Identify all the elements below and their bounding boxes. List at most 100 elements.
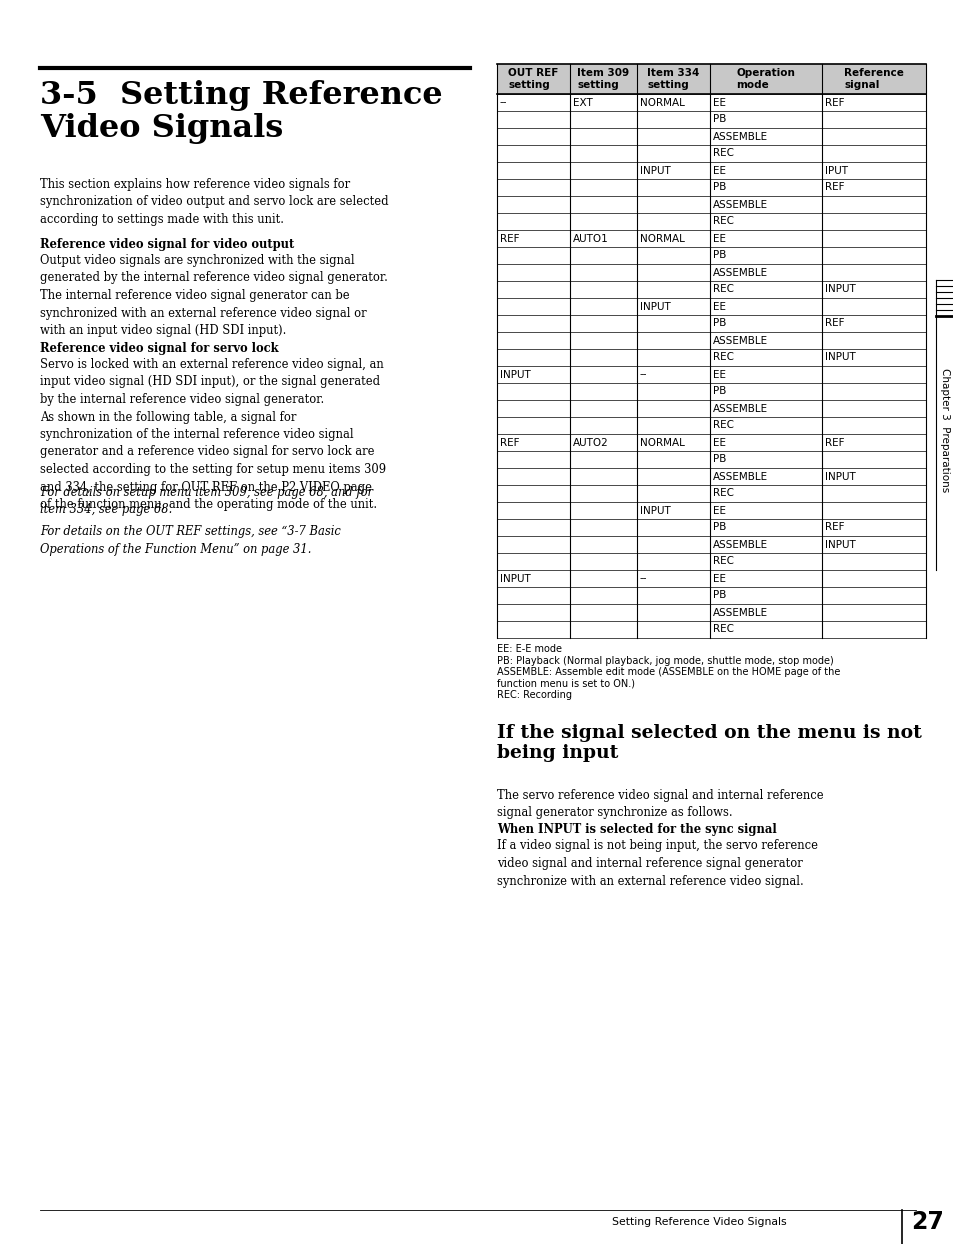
Bar [497,434,925,452]
Bar [497,95,925,111]
Bar [497,536,925,554]
Text: INPUT: INPUT [639,165,670,175]
Text: IPUT: IPUT [824,165,847,175]
Text: EXT: EXT [573,97,592,107]
Text: INPUT: INPUT [824,540,855,550]
Bar [497,383,925,401]
Text: EE: EE [712,369,725,379]
Text: ASSEMBLE: ASSEMBLE [712,267,767,277]
Text: INPUT: INPUT [639,301,670,311]
Bar [497,315,925,332]
Bar [497,230,925,248]
Text: 27: 27 [911,1210,943,1234]
Bar [497,299,925,315]
Text: ASSEMBLE: ASSEMBLE [712,336,767,346]
Bar [497,621,925,638]
Text: NORMAL: NORMAL [639,438,684,448]
Text: PB: PB [712,114,725,124]
Text: NORMAL: NORMAL [639,234,684,244]
Text: REC: Recording: REC: Recording [497,690,572,700]
Bar [497,162,925,179]
Text: EE: E-E mode: EE: E-E mode [497,644,561,654]
Text: Reference video signal for video output: Reference video signal for video output [40,238,294,251]
Text: REC: REC [712,352,733,362]
Bar [497,519,925,536]
Text: ASSEMBLE: ASSEMBLE [712,199,767,209]
Text: Reference
signal: Reference signal [843,68,903,90]
Text: INPUT: INPUT [824,471,855,481]
Text: --: -- [639,573,647,583]
Text: ASSEMBLE: ASSEMBLE [712,607,767,617]
Text: PB: PB [712,183,725,193]
Bar [497,452,925,468]
Text: PB: PB [712,591,725,601]
Text: Item 334
setting: Item 334 setting [647,68,699,90]
Text: NORMAL: NORMAL [639,97,684,107]
Text: function menu is set to ON.): function menu is set to ON.) [497,678,635,688]
Bar [497,366,925,383]
Text: INPUT: INPUT [824,285,855,295]
Text: REC: REC [712,420,733,430]
Bar [497,111,925,128]
Text: ASSEMBLE: ASSEMBLE [712,471,767,481]
Text: ASSEMBLE: ASSEMBLE [712,132,767,142]
Text: ASSEMBLE: ASSEMBLE [712,403,767,413]
Text: ASSEMBLE: Assemble edit mode (ASSEMBLE on the HOME page of the: ASSEMBLE: Assemble edit mode (ASSEMBLE o… [497,667,840,677]
Text: Reference video signal for servo lock: Reference video signal for servo lock [40,342,278,355]
Text: AUTO2: AUTO2 [573,438,608,448]
Text: REF: REF [499,438,519,448]
Text: --: -- [639,369,647,379]
Text: Output video signals are synchronized with the signal
generated by the internal : Output video signals are synchronized wi… [40,254,388,337]
Bar [497,128,925,146]
Bar [497,417,925,434]
Text: OUT REF
setting: OUT REF setting [508,68,558,90]
Text: PB: PB [712,454,725,464]
Text: EE: EE [712,573,725,583]
Text: INPUT: INPUT [499,573,530,583]
Text: REC: REC [712,148,733,158]
Text: PB: PB [712,522,725,532]
Text: REC: REC [712,285,733,295]
Text: EE: EE [712,165,725,175]
Bar [497,264,925,281]
Text: REF: REF [824,183,843,193]
Text: EE: EE [712,234,725,244]
Bar [497,485,925,503]
Text: REF: REF [824,97,843,107]
Bar [497,468,925,485]
Text: REC: REC [712,624,733,634]
Text: For details on setup menu item 309, see page 68, and for
item 334, see page 68.: For details on setup menu item 309, see … [40,486,373,516]
Text: PB: PB [712,250,725,260]
Text: EE: EE [712,301,725,311]
Text: Chapter 3  Preparations: Chapter 3 Preparations [939,368,949,493]
Text: PB: PB [712,387,725,397]
Text: This section explains how reference video signals for
synchronization of video o: This section explains how reference vide… [40,178,388,226]
Bar [497,350,925,366]
Text: REF: REF [824,522,843,532]
Text: The servo reference video signal and internal reference
signal generator synchro: The servo reference video signal and int… [497,789,822,819]
Text: Servo is locked with an external reference video signal, an
input video signal (: Servo is locked with an external referen… [40,358,386,511]
Text: INPUT: INPUT [639,505,670,515]
Bar [497,503,925,519]
Text: REC: REC [712,489,733,499]
Text: REC: REC [712,556,733,566]
Text: PB: Playback (Normal playback, jog mode, shuttle mode, stop mode): PB: Playback (Normal playback, jog mode,… [497,656,833,666]
Text: For details on the OUT REF settings, see “3-7 Basic
Operations of the Function M: For details on the OUT REF settings, see… [40,525,340,556]
Bar [497,146,925,162]
Bar [497,401,925,417]
Bar [497,63,925,95]
Text: When INPUT is selected for the sync signal: When INPUT is selected for the sync sign… [497,824,776,836]
Text: PB: PB [712,318,725,328]
Bar [497,179,925,197]
Bar [497,197,925,213]
Bar [497,605,925,621]
Bar [497,332,925,350]
Text: ASSEMBLE: ASSEMBLE [712,540,767,550]
Bar [497,213,925,230]
Text: If the signal selected on the menu is not
being input: If the signal selected on the menu is no… [497,724,921,763]
Text: REF: REF [824,438,843,448]
Text: EE: EE [712,438,725,448]
Text: REF: REF [499,234,519,244]
Text: EE: EE [712,505,725,515]
Text: AUTO1: AUTO1 [573,234,608,244]
